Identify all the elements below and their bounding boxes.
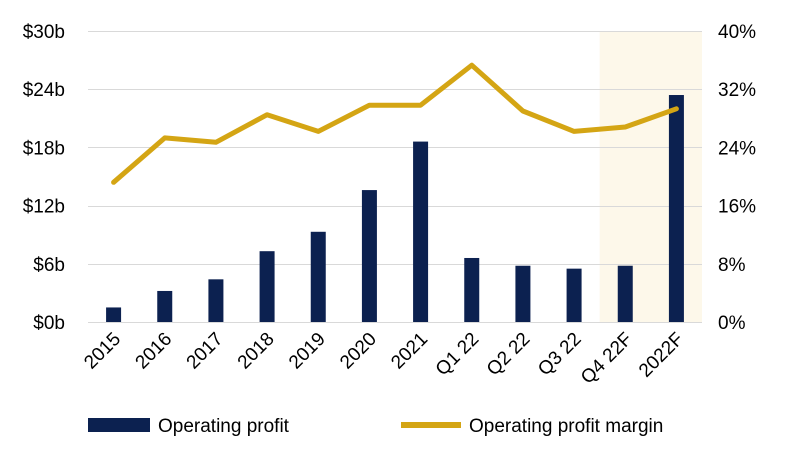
right-tick-label: 8% [718,255,746,276]
legend-swatch-operating-profit [88,418,150,432]
bar-q1-22 [464,257,480,322]
x-tick-label: Q2 22 [483,329,534,380]
bar-2015 [106,307,122,322]
bar-2022f [668,95,684,323]
left-tick-label: $18b [23,138,65,159]
x-tick-label: Q1 22 [432,329,483,380]
bar-q3-22 [566,268,582,322]
x-tick-label: Q4 22F [577,329,637,389]
legend-label-operating-profit-margin: Operating profit margin [469,416,663,437]
operating-profit-bars [106,95,684,323]
bar-2019 [310,231,326,322]
right-tick-label: 16% [718,197,756,218]
margin-line [111,62,679,185]
x-tick-label: 2019 [285,329,330,374]
legend-label-operating-profit: Operating profit [158,416,290,437]
left-tick-label: $30b [23,22,65,43]
bar-2018 [259,251,275,322]
right-tick-label: 24% [718,138,756,159]
right-tick-label: 40% [718,22,756,43]
x-tick-label: 2017 [183,329,228,374]
left-tick-label: $0b [33,313,65,334]
x-tick-label: 2018 [234,329,279,374]
x-tick-label: 2020 [336,329,381,374]
right-tick-label: 0% [718,313,746,334]
left-tick-label: $24b [23,80,65,101]
x-axis-ticks: 2015 2016 2017 2018 2019 2020 2021 Q1 22 Q2 22 Q3… [80,329,688,389]
forecast-highlight-band [599,31,702,322]
x-tick-label: 2015 [80,329,125,374]
left-tick-label: $6b [33,255,65,276]
gridlines [88,31,702,323]
x-tick-label: 2022F [635,329,688,382]
legend: Operating profit Operating profit margin [88,416,663,437]
forecast-highlight [599,31,702,322]
bar-2016 [157,290,173,322]
bar-2021 [413,141,429,322]
operating-profit-margin-line [111,62,679,185]
x-tick-label: 2016 [132,329,177,374]
bar-q2-22 [515,265,531,322]
left-tick-label: $12b [23,197,65,218]
right-tick-label: 32% [718,80,756,101]
x-tick-label: 2021 [387,329,432,374]
bar-2020 [361,190,377,322]
left-axis-ticks: $0b $6b $12b $18b $24b $30b [23,22,65,334]
bar-q4-22f [617,265,633,322]
bar-2017 [208,279,224,322]
right-axis-ticks: 0% 8% 16% 24% 32% 40% [718,22,756,334]
